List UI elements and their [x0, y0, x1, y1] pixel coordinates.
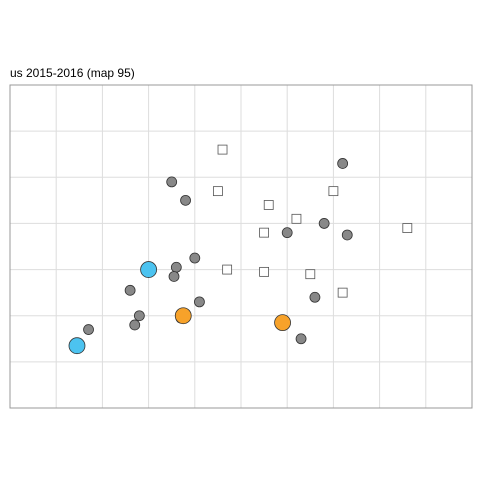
square-data-point — [402, 223, 413, 233]
grey-circle-data-point — [337, 158, 349, 169]
grey-circle-data-point — [83, 324, 94, 335]
grey-circle-data-point — [124, 284, 136, 296]
grey-circle-data-point — [168, 271, 180, 282]
grey-circle-data-point — [318, 218, 330, 229]
square-data-point — [328, 186, 339, 197]
chart-title: us 2015-2016 (map 95) — [10, 66, 135, 80]
grey-circle-data-point — [166, 176, 178, 188]
square-data-point — [222, 264, 233, 275]
square-data-point — [263, 200, 274, 210]
grey-circle-data-point — [194, 296, 205, 308]
square-data-point — [305, 269, 316, 280]
square-data-point — [337, 287, 348, 298]
data-points — [68, 144, 413, 355]
grey-circle-data-point — [180, 194, 191, 206]
orange-circle-data-point — [174, 307, 192, 325]
grey-circle-data-point — [189, 252, 201, 264]
grey-circle-data-point — [133, 310, 145, 322]
orange-circle-data-point — [274, 314, 291, 332]
blue-circle-data-point — [68, 337, 86, 355]
square-data-point — [291, 213, 302, 224]
grey-circle-data-point — [170, 261, 182, 273]
grey-circle-data-point — [341, 229, 353, 241]
grid-lines — [10, 85, 472, 408]
grey-circle-data-point — [309, 291, 321, 303]
square-data-point — [259, 266, 270, 277]
plot-frame — [9, 84, 473, 409]
grey-circle-data-point — [281, 227, 293, 239]
blue-circle-data-point — [140, 261, 158, 278]
grey-circle-data-point — [129, 319, 141, 331]
square-data-point — [259, 227, 270, 238]
square-data-point — [212, 186, 223, 197]
square-data-point — [217, 144, 228, 155]
grey-circle-data-point — [295, 333, 307, 345]
